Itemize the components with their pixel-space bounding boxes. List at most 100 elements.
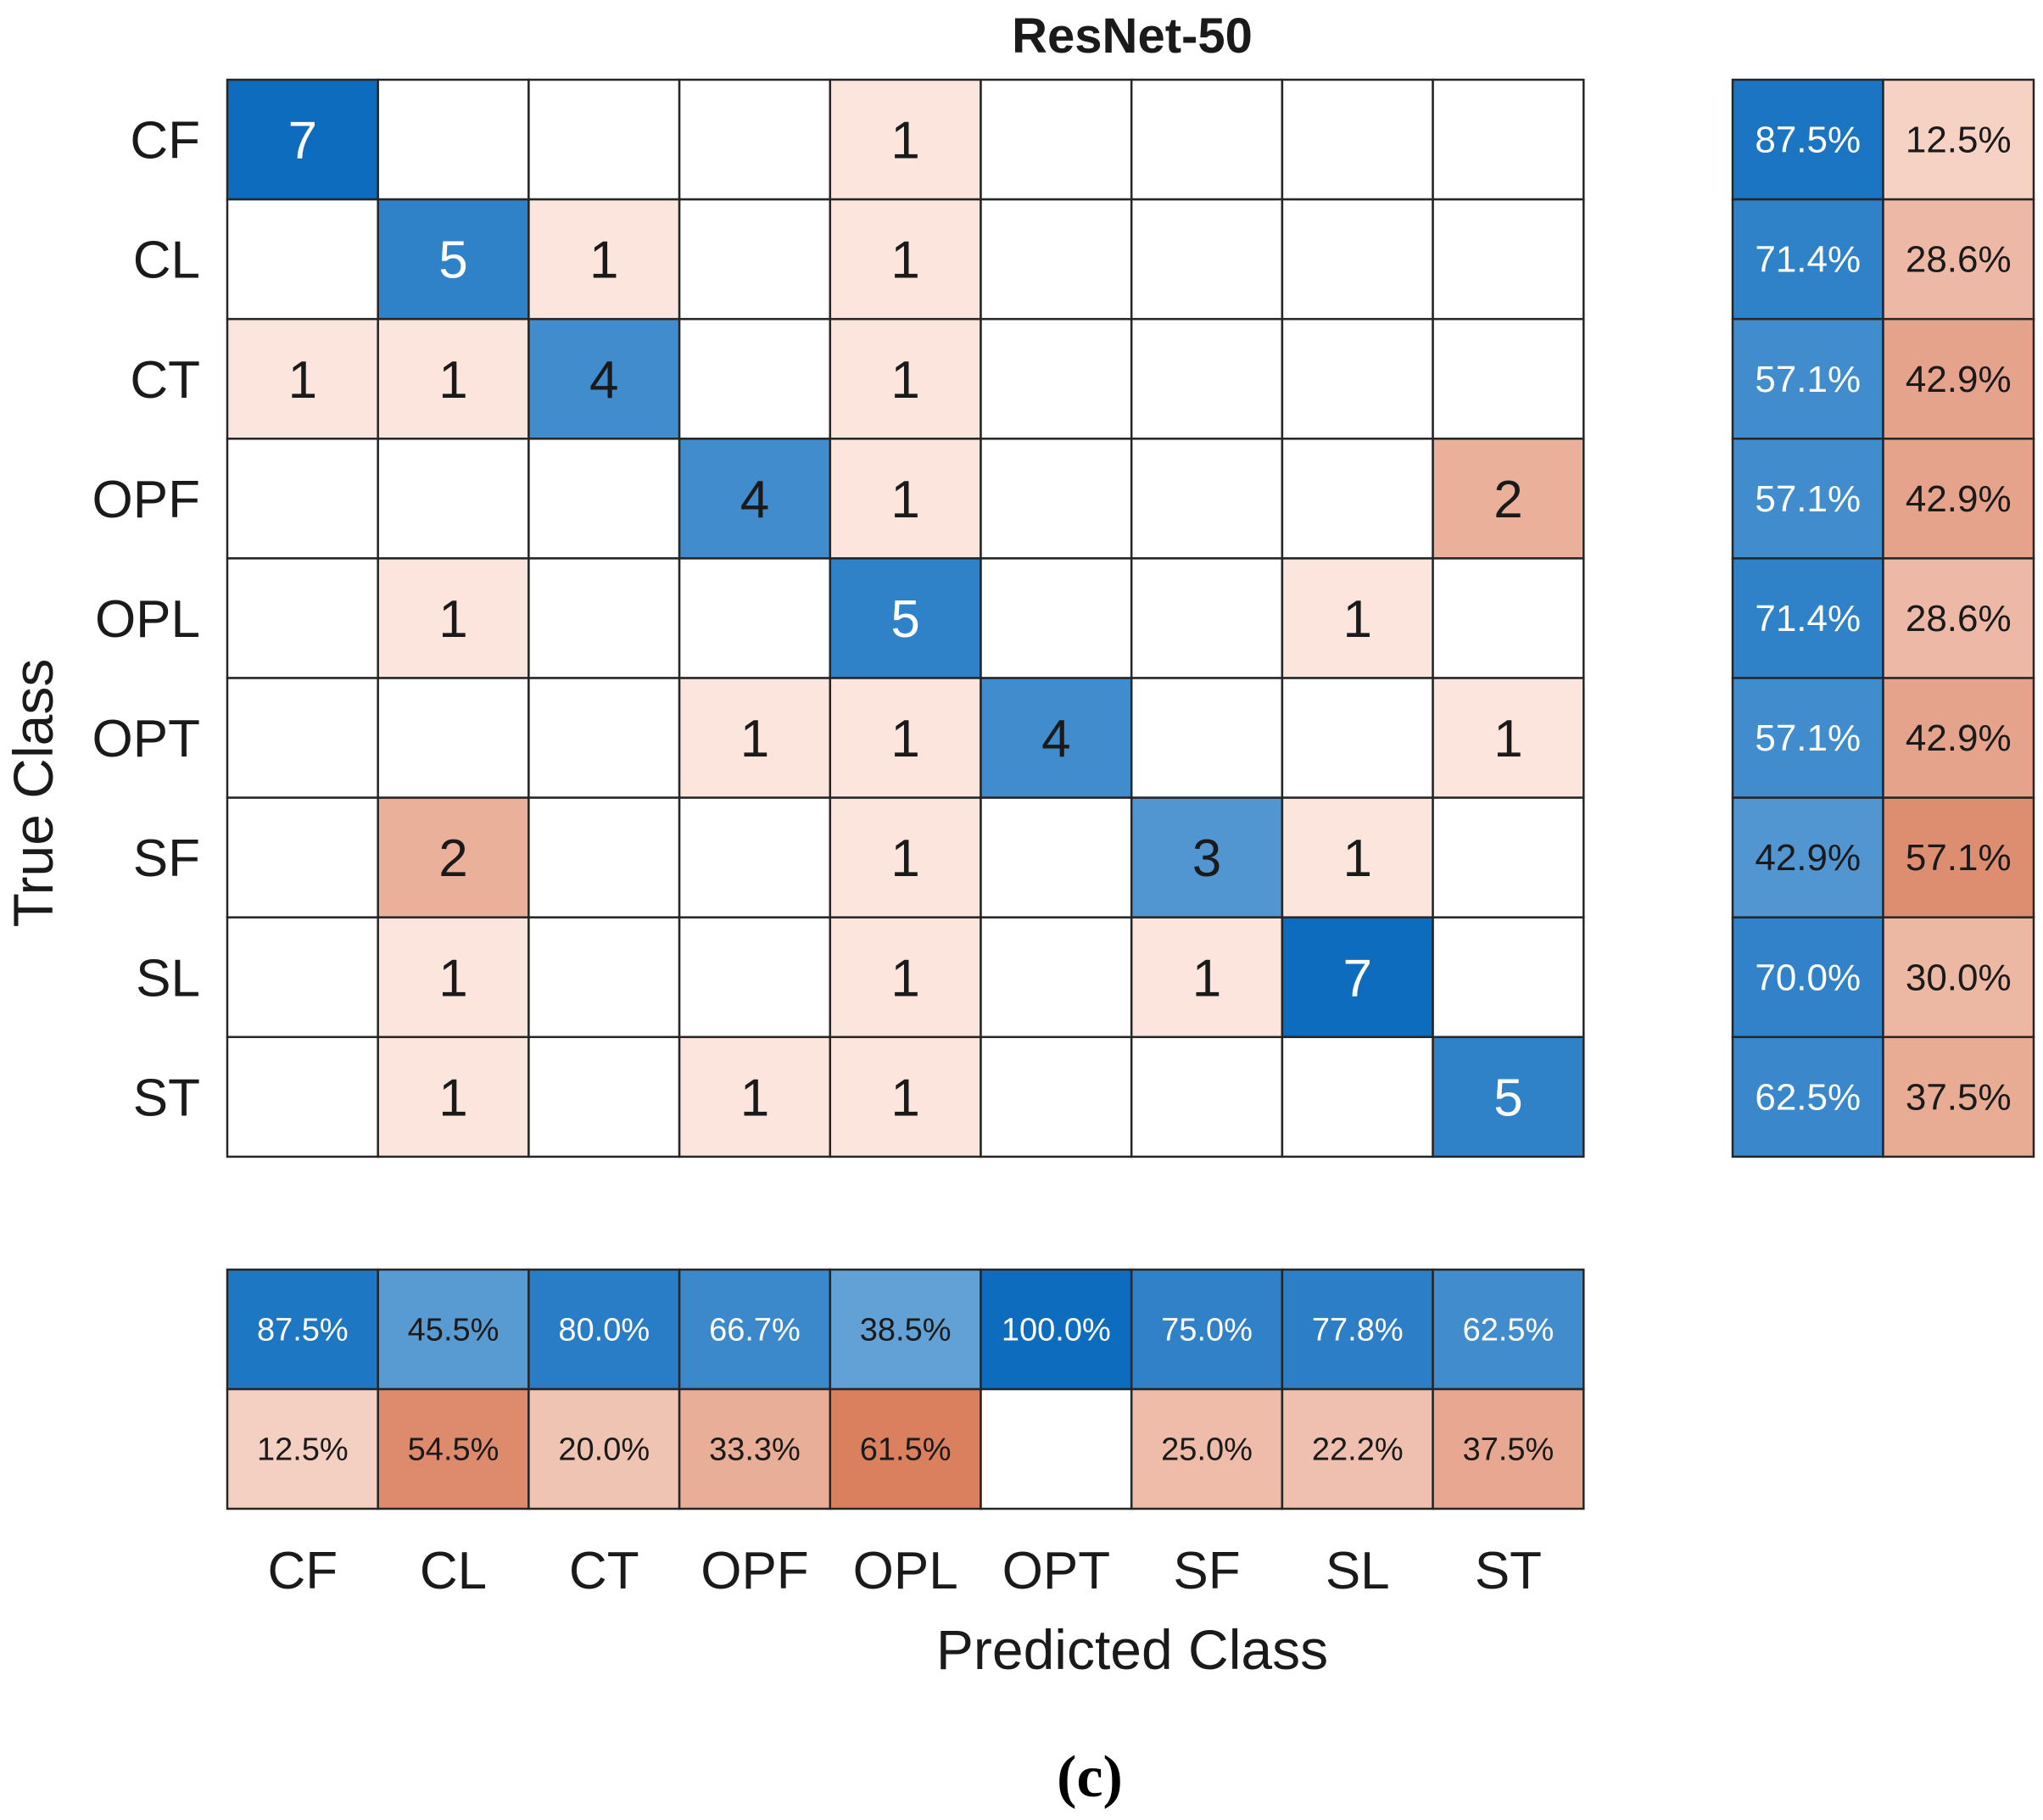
matrix-cell	[1130, 677, 1284, 799]
column-summary-correct-label: 38.5%	[860, 1313, 952, 1348]
matrix-cell	[829, 916, 982, 1039]
column-tick-label: SL	[1326, 1542, 1390, 1600]
column-summary-incorrect-cell	[1432, 1387, 1585, 1510]
matrix-cell	[678, 916, 832, 1039]
matrix-cell	[1432, 198, 1585, 321]
row-summary-correct-cell	[1731, 317, 1884, 440]
row-tick-label: CT	[130, 351, 200, 410]
row-summary-correct-label: 57.1%	[1755, 717, 1861, 759]
column-tick-label: CL	[420, 1542, 487, 1600]
matrix-cell	[980, 317, 1133, 440]
row-summary-incorrect-label: 37.5%	[1906, 1076, 2012, 1118]
row-tick-label: CF	[130, 112, 200, 170]
matrix-cell-value: 3	[1192, 829, 1221, 888]
matrix-cell-value: 1	[438, 351, 467, 410]
x-axis-label: Predicted Class	[936, 1618, 1328, 1681]
matrix-cell-value: 1	[438, 590, 467, 649]
matrix-cell	[678, 1036, 832, 1158]
matrix-cell-value: 1	[890, 949, 919, 1008]
column-summary-correct-label: 66.7%	[709, 1313, 801, 1348]
matrix-cell	[829, 78, 982, 201]
matrix-cell	[527, 677, 681, 799]
row-summary-correct-label: 70.0%	[1755, 957, 1861, 998]
matrix-cell-value: 5	[438, 232, 467, 290]
column-summary-incorrect-cell	[1130, 1387, 1284, 1510]
column-summary-incorrect-cell	[226, 1387, 379, 1510]
matrix-cell	[1281, 796, 1434, 918]
row-tick-label: OPT	[92, 710, 200, 768]
matrix-cell	[980, 557, 1133, 679]
matrix-cell	[1130, 78, 1284, 201]
column-summary-correct-cell	[226, 1268, 379, 1391]
matrix-cell	[678, 438, 832, 560]
column-summary-incorrect-label: 22.2%	[1312, 1432, 1404, 1468]
row-summary-correct-label: 71.4%	[1755, 598, 1861, 639]
matrix-cell	[1432, 916, 1585, 1039]
column-summary-incorrect-cell	[980, 1387, 1133, 1510]
confusion-matrix-grid: 7 1 5 1 1 1 1 4 1 4 1 2 1 5 1 1 1 4 1 2 1 3 1 1 1 1 7 1 1 1 5	[226, 78, 1585, 1158]
matrix-cell	[980, 198, 1133, 321]
matrix-cell-value: 1	[438, 1069, 467, 1127]
figure-caption: (c)	[1057, 1745, 1123, 1810]
matrix-cell	[980, 916, 1133, 1039]
column-tick-label: ST	[1475, 1542, 1542, 1600]
row-summary-correct-label: 87.5%	[1755, 120, 1861, 161]
matrix-cell	[226, 916, 379, 1039]
matrix-cell	[678, 78, 832, 201]
matrix-cell	[678, 317, 832, 440]
matrix-cell-value: 7	[1343, 949, 1372, 1008]
row-tick-label: OPF	[92, 471, 200, 529]
row-summary-correct-label: 57.1%	[1755, 478, 1861, 520]
matrix-cell	[1281, 438, 1434, 560]
row-tick-label: ST	[133, 1069, 200, 1127]
matrix-cell	[678, 557, 832, 679]
row-summary-incorrect-label: 42.9%	[1906, 359, 2012, 400]
matrix-cell	[980, 677, 1133, 799]
matrix-cell-value: 2	[438, 829, 467, 888]
column-summary-correct-label: 80.0%	[558, 1313, 650, 1348]
matrix-cell	[1130, 796, 1284, 918]
matrix-cell-value: 1	[1343, 590, 1372, 649]
matrix-cell	[1432, 677, 1585, 799]
column-tick-label: OPL	[853, 1542, 958, 1600]
matrix-cell	[1130, 317, 1284, 440]
column-summary-correct-cell	[678, 1268, 832, 1391]
row-summary-correct-label: 42.9%	[1755, 837, 1861, 879]
matrix-cell-value: 5	[1493, 1069, 1522, 1127]
matrix-cell	[678, 796, 832, 918]
row-summary-incorrect-cell	[1882, 796, 2035, 918]
column-tick-label: OPF	[701, 1542, 808, 1600]
matrix-cell	[1130, 557, 1284, 679]
column-summary-correct-label: 87.5%	[257, 1313, 349, 1348]
row-summary-correct-label: 57.1%	[1755, 359, 1861, 400]
matrix-cell	[980, 78, 1133, 201]
column-summary-incorrect-cell	[678, 1387, 832, 1510]
matrix-cell	[527, 438, 681, 560]
matrix-cell	[377, 677, 530, 799]
matrix-cell	[226, 677, 379, 799]
matrix-cell	[527, 557, 681, 679]
column-tick-label: SF	[1173, 1542, 1240, 1600]
matrix-cell	[1281, 317, 1434, 440]
matrix-cell-value: 1	[890, 112, 919, 170]
matrix-cell	[678, 677, 832, 799]
row-tick-label: SF	[133, 829, 200, 888]
row-summary-correct-cell	[1731, 916, 1884, 1039]
matrix-cell	[1281, 916, 1434, 1039]
column-summary-incorrect-cell	[377, 1387, 530, 1510]
row-tick-label: CL	[133, 232, 200, 290]
y-axis-label: True Class	[2, 659, 64, 928]
matrix-cell	[527, 317, 681, 440]
row-tick-label: SL	[136, 949, 200, 1008]
row-summary-panel: 87.5% 12.5% 71.4% 28.6% 57.1% 42.9% 57.1% 42.9%…	[1731, 78, 2035, 1158]
matrix-cell-value: 2	[1493, 471, 1522, 529]
column-tick-label: CF	[268, 1542, 338, 1600]
matrix-cell-value: 1	[890, 351, 919, 410]
column-tick-label: OPT	[1002, 1542, 1110, 1600]
row-summary-incorrect-cell	[1882, 1036, 2035, 1158]
matrix-cell-value: 1	[1493, 710, 1522, 768]
matrix-cell	[226, 317, 379, 440]
column-summary-correct-cell	[527, 1268, 681, 1391]
matrix-cell	[1130, 438, 1284, 560]
matrix-cell	[829, 796, 982, 918]
